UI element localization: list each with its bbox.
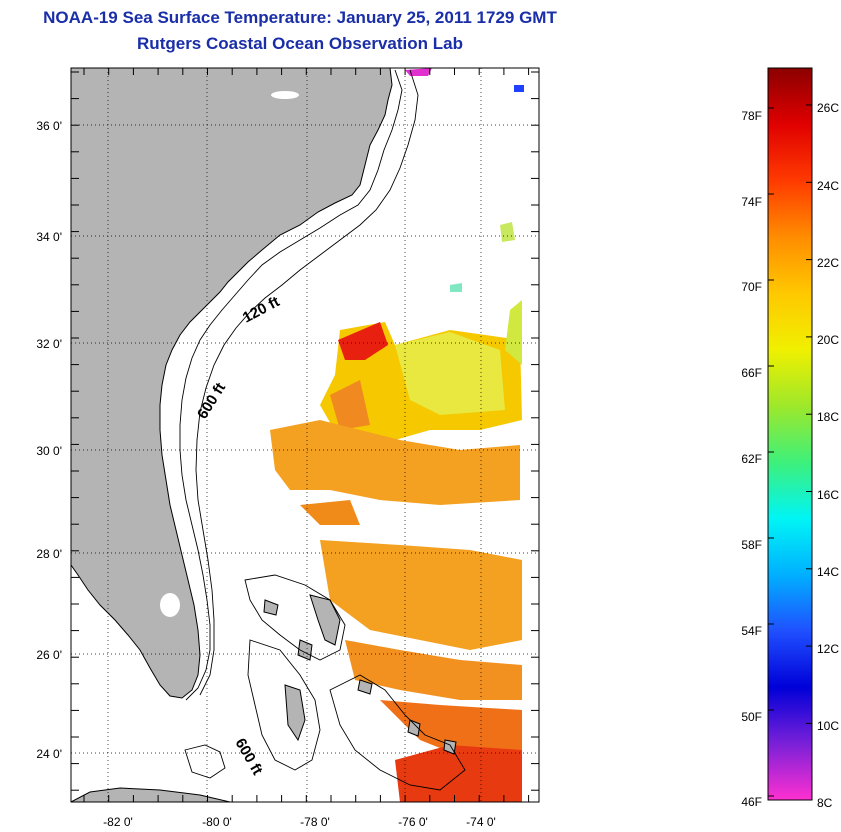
lon-label: -76 0' [398, 815, 428, 829]
lon-label: -82 0' [103, 815, 133, 829]
lat-label: 34 0' [36, 230, 62, 244]
lon-label: -74 0' [466, 815, 496, 829]
lon-label: -80 0' [202, 815, 232, 829]
lon-label: -78 0' [300, 815, 330, 829]
lake-okeechobee [160, 593, 180, 617]
lat-label: 30 0' [36, 444, 62, 458]
lat-label: 24 0' [36, 747, 62, 761]
axis-ticks [71, 68, 539, 802]
sst-data-layer [270, 68, 524, 802]
lake-icon [271, 91, 299, 99]
bathymetry-contours [179, 69, 466, 791]
lat-label: 26 0' [36, 648, 62, 662]
latitude-labels: 36 0' 34 0' 32 0' 30 0' 28 0' 26 0' 24 0… [36, 119, 62, 761]
page-title: NOAA-19 Sea Surface Temperature: January… [43, 8, 557, 27]
land-bahamas [263, 594, 457, 755]
land-us-coast [71, 68, 393, 699]
longitude-labels: -82 0' -80 0' -78 0' -76 0' -74 0' [103, 815, 496, 829]
page-subtitle: Rutgers Coastal Ocean Observation Lab [137, 34, 463, 53]
lat-label: 32 0' [36, 337, 62, 351]
land-cuba [71, 787, 231, 802]
lat-label: 36 0' [36, 119, 62, 133]
lat-label: 28 0' [36, 547, 62, 561]
map-frame [70, 67, 540, 803]
